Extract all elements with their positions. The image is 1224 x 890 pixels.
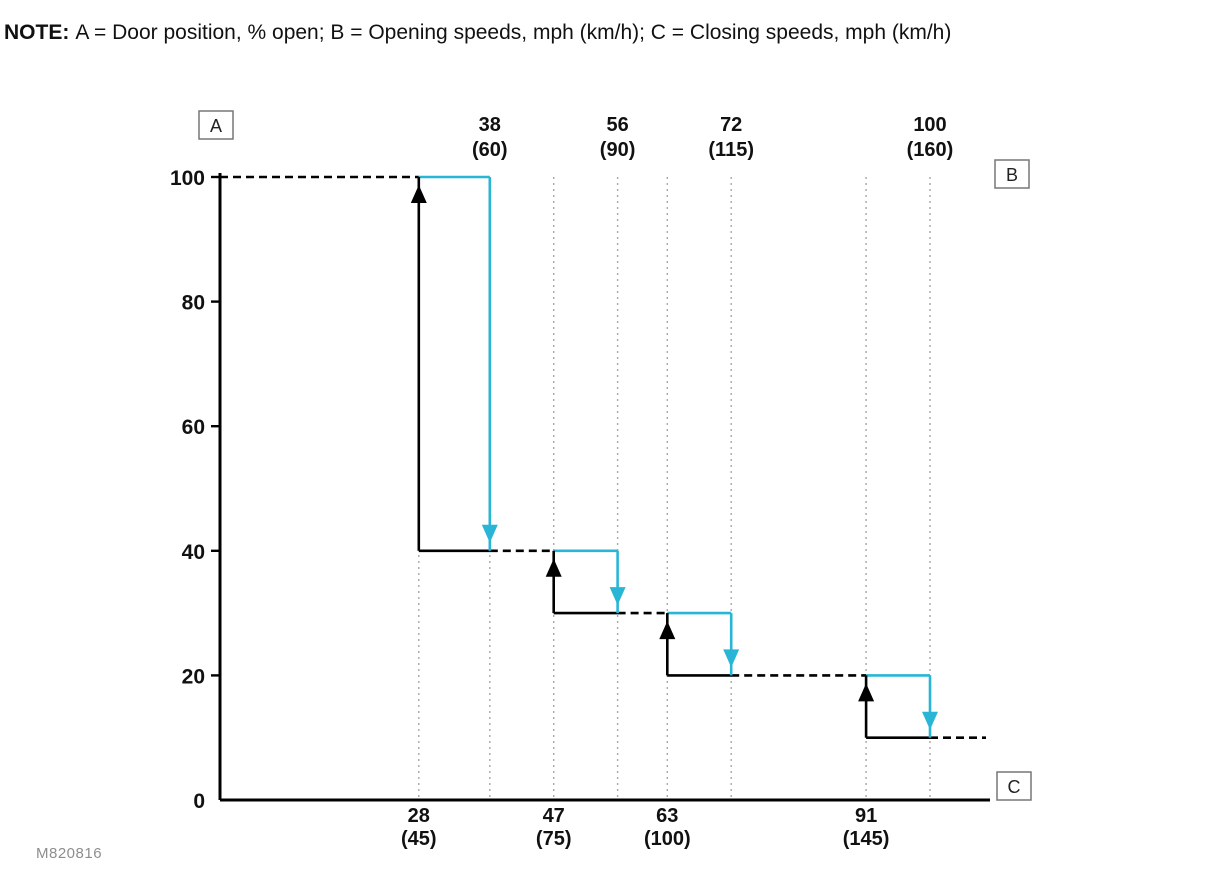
up-arrow (410, 185, 427, 203)
figure-code: M820816 (36, 845, 103, 862)
bottom-speed-kmh-label: (100) (644, 828, 691, 850)
top-speed-kmh-label: (90) (600, 139, 636, 161)
bottom-speed-mph-label: 28 (408, 805, 430, 827)
axis-b-box (994, 159, 1030, 189)
down-arrow (922, 711, 938, 730)
y-tick-label: 100 (170, 167, 205, 190)
axis-a-label: A (210, 116, 222, 136)
down-arrow (609, 587, 626, 606)
y-tick-label: 80 (182, 292, 205, 315)
top-speed-kmh-label: (160) (907, 139, 954, 161)
note-label: NOTE: (4, 21, 70, 44)
bottom-speed-kmh-label: (75) (536, 828, 572, 850)
axis-b-label: B (1006, 165, 1018, 185)
top-speed-mph-label: 38 (479, 114, 501, 136)
bottom-speed-mph-label: 63 (656, 805, 678, 827)
bottom-speed-kmh-label: (145) (843, 828, 890, 850)
top-speed-mph-label: 72 (720, 114, 742, 136)
up-arrow (545, 558, 562, 577)
bottom-speed-mph-label: 47 (543, 805, 565, 827)
top-speed-mph-label: 56 (606, 114, 628, 136)
axis-a-box (198, 110, 234, 140)
down-arrow (723, 649, 740, 668)
top-speed-mph-label: 100 (913, 114, 946, 136)
axis-c-label: C (1008, 777, 1021, 797)
note: NOTE: A = Door position, % open; B = Open… (4, 20, 1220, 45)
up-arrow (659, 621, 676, 640)
y-tick-label: 40 (182, 541, 205, 564)
up-arrow (858, 683, 875, 702)
y-tick-label: 60 (182, 416, 205, 439)
top-speed-kmh-label: (60) (472, 139, 508, 161)
note-text: A = Door position, % open; B = Opening s… (75, 21, 952, 44)
down-arrow (481, 524, 498, 543)
top-speed-kmh-label: (115) (708, 139, 754, 161)
bottom-speed-kmh-label: (45) (401, 828, 437, 850)
y-tick-label: 0 (193, 790, 205, 813)
y-tick-label: 20 (182, 665, 205, 688)
bottom-speed-mph-label: 91 (855, 805, 877, 827)
axis-c-box (996, 771, 1032, 801)
